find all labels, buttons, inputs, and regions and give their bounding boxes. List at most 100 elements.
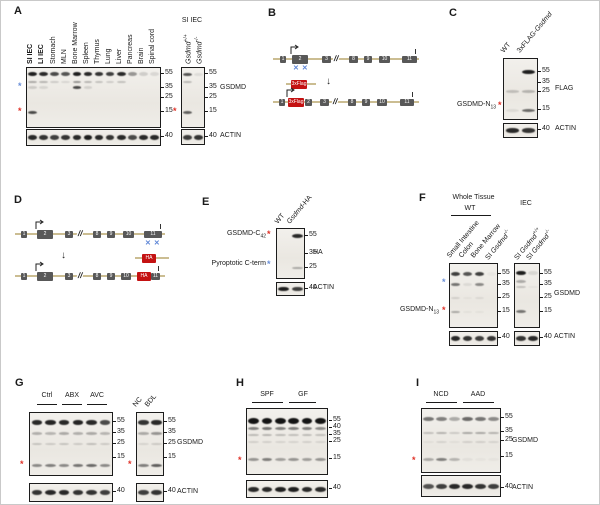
mw-marker: 25 [329,437,341,445]
marker-tick [305,287,308,289]
panel-label-a: A [14,5,22,17]
mw-marker: 55 [305,231,317,239]
transcription-start-arrow-icon [35,219,44,229]
protein-band [61,135,71,140]
protein-band [463,272,473,277]
marker-value: 55 [505,413,513,420]
marker-tick [205,86,208,88]
mw-marker: 15 [538,105,550,113]
panel-label-f: F [419,192,426,204]
lane-label: BDL [143,393,158,409]
protein-band [451,272,461,277]
exon-box: 11 [400,98,414,106]
protein-band [288,417,299,424]
marker-value: 15 [544,307,552,314]
marker-tick [501,486,504,488]
protein-band [99,443,111,445]
lane-label: Brain [138,47,145,64]
protein-band [138,432,149,435]
marker-value: 35 [333,430,341,437]
protein-band [449,417,460,422]
protein-band [83,86,93,89]
protein-band [528,336,538,341]
marker-tick [113,442,116,444]
protein-band [488,440,499,443]
panel-f-actin-label: ACTIN [554,333,575,340]
marker-value: 40 [333,484,341,491]
protein-band [31,490,43,495]
marker-value: 35 [502,280,510,287]
marker-tick [329,487,332,489]
exon-box: 3 [322,55,331,63]
mw-marker: 55 [113,417,125,425]
group-label: ABX [64,392,79,399]
protein-band [105,135,115,140]
mw-marker: 35 [164,428,176,436]
group-label: SPF [260,391,274,398]
mw-marker: 40 [501,483,513,491]
mw-marker: 15 [161,107,173,115]
panel-label-e: E [202,196,210,208]
panel-f-gsdmd-label: GSDMD [554,290,581,297]
exon-box: 10 [379,55,390,63]
protein-band [58,443,70,445]
lane-label: Lung [105,48,112,64]
protein-band [28,110,37,114]
exon-box: 1 [21,230,27,238]
marker-value: 40 [165,132,173,139]
protein-band [194,134,203,140]
protein-band [138,463,149,467]
protein-band [475,458,485,461]
marker-value: 35 [542,78,550,85]
protein-band [301,440,313,443]
red-asterisk: * [238,455,242,465]
panel-e-band-label-c42: GSDMD-C42 [226,230,266,240]
exon-box: 8 [349,55,358,63]
protein-band [99,432,111,435]
marker-tick [161,72,164,74]
exon-box: 2 [37,229,53,239]
exon-box: 8 [93,272,101,280]
arrow-down-icon: ↓ [61,250,66,261]
panel-e-band-label-cterm: Pyroptotic C-term [211,260,266,267]
mw-marker: 55 [161,69,173,77]
exon-box: 3 [320,98,329,106]
protein-band [105,80,115,84]
protein-band [288,433,299,437]
protein-band [28,86,37,89]
lane-label: Spinal cord [149,28,156,64]
protein-band [151,432,162,435]
mw-marker: 35 [538,78,550,86]
marker-tick [329,426,332,428]
protein-band [505,128,519,133]
marker-value: 55 [117,417,125,424]
protein-band [261,440,273,443]
protein-band [86,463,97,467]
marker-tick [164,442,167,444]
group-underline [87,404,107,405]
panel-label-b: B [268,7,276,19]
marker-value: 25 [309,263,317,270]
protein-band [127,72,137,77]
mw-marker: 55 [501,413,513,421]
marker-value: 25 [117,439,125,446]
panel-h-actin-blot [246,480,328,498]
panel-a-small-header: SI IEC [181,17,203,24]
protein-band [275,440,286,443]
protein-band [31,443,43,445]
lane-label: LI IEC [38,44,45,64]
panel-g-gsdmd-blot-2 [136,412,164,476]
protein-band [462,431,473,435]
mw-marker: 35 [205,83,217,91]
protein-band [315,427,326,430]
protein-band [139,135,148,140]
transcription-start-arrow-icon [286,87,295,97]
protein-band [99,420,111,425]
protein-band [45,443,56,445]
marker-tick [538,70,541,72]
protein-band [183,110,192,114]
protein-band [150,135,159,140]
mw-marker: 15 [164,453,176,461]
protein-band [151,443,162,445]
protein-band [463,297,473,300]
